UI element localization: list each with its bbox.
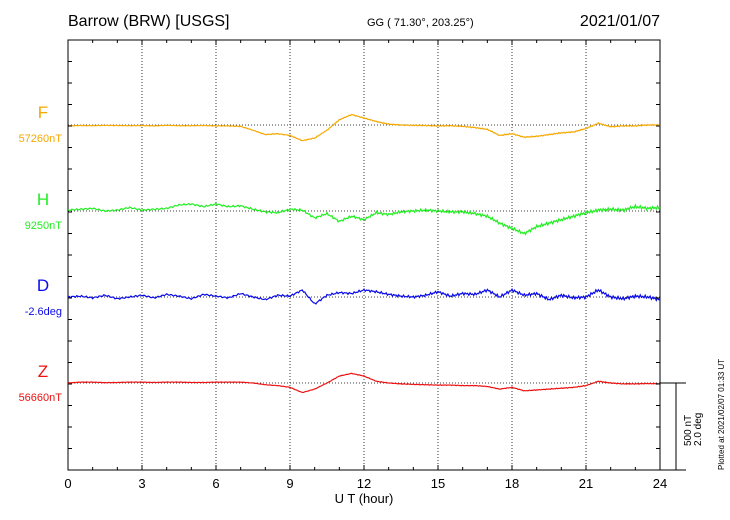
scale-nt-label: 500 nT	[683, 415, 694, 446]
scale-deg-label: 2.0 deg	[693, 413, 704, 446]
station-title: Barrow (BRW) [USGS]	[68, 13, 230, 30]
y-axis-ticks	[68, 39, 660, 471]
x-tick-label: 0	[64, 476, 71, 491]
series-line-f	[67, 113, 661, 142]
coords-label: GG ( 71.30°, 203.25°)	[367, 17, 474, 29]
component-baseline-h: 9250nT	[25, 220, 63, 232]
x-tick-label: 21	[579, 476, 593, 491]
component-labels: F 57260nT H 9250nT D -2.6deg Z 56660nT	[19, 103, 63, 404]
x-tick-label: 15	[431, 476, 445, 491]
x-tick-label: 3	[138, 476, 145, 491]
component-letter-h: H	[37, 190, 49, 209]
date-label: 2021/01/07	[580, 13, 660, 30]
x-tick-label: 9	[286, 476, 293, 491]
series-line-d	[67, 287, 661, 305]
x-tick-label: 12	[357, 476, 371, 491]
x-axis: 0 3 6 9 12 15 18 21 24	[64, 40, 667, 491]
component-letter-z: Z	[38, 362, 48, 381]
x-tick-label: 24	[653, 476, 667, 491]
plotted-at-stamp: Plotted at 2021/02/07 01:33 UT	[717, 359, 726, 470]
grid-layer	[68, 40, 660, 470]
component-letter-f: F	[38, 103, 48, 122]
component-baseline-z: 56660nT	[19, 392, 63, 404]
plot-frame	[67, 39, 661, 471]
x-tick-label: 18	[505, 476, 519, 491]
series-layer	[67, 113, 661, 394]
x-tick-label: 6	[212, 476, 219, 491]
component-letter-d: D	[37, 276, 49, 295]
series-line-h	[67, 202, 661, 236]
x-axis-title: U T (hour)	[335, 491, 394, 506]
scale-bar: 500 nT 2.0 deg	[660, 382, 704, 471]
component-baseline-d: -2.6deg	[25, 306, 62, 318]
component-baseline-f: 57260nT	[19, 133, 63, 145]
series-line-z	[67, 372, 661, 394]
